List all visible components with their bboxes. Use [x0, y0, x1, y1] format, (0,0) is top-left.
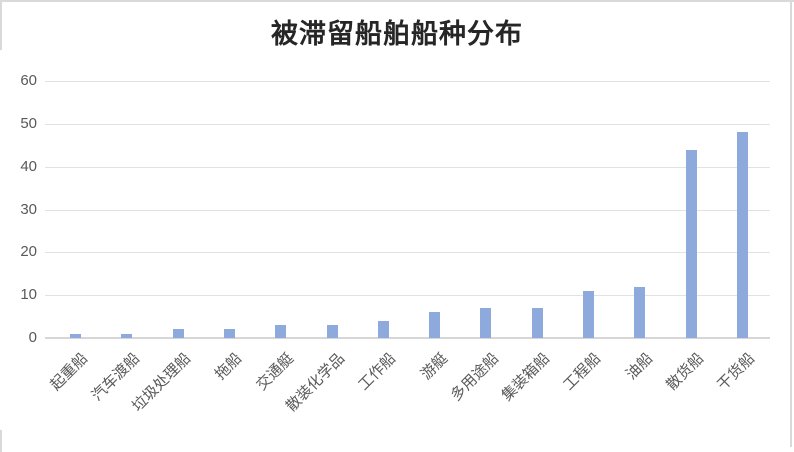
bar-汽车渡船: [121, 333, 133, 338]
chart-title: 被滞留船舶船种分布: [271, 19, 523, 50]
bar-干货船: [736, 132, 748, 338]
chart-frame-border-left-upper: [0, 0, 2, 50]
x-axis-category-label: 工程船: [559, 349, 605, 394]
gridline-y-10: [45, 295, 770, 297]
x-axis-category-label: 起重船: [46, 349, 92, 394]
x-axis-category-label: 拖船: [211, 349, 246, 384]
y-axis-tick-label: 40: [20, 157, 37, 175]
chart-frame-border-right: [790, 0, 792, 447]
gridline-y-60: [45, 81, 770, 82]
bar-工作船: [377, 320, 389, 338]
y-axis-tick-label: 30: [20, 200, 37, 218]
gridline-y-50: [45, 123, 770, 125]
bar-油船: [634, 286, 646, 338]
plot-area: [45, 81, 770, 339]
x-axis-category-label: 集装箱船: [498, 349, 554, 405]
bar-集装箱船: [531, 308, 543, 338]
x-axis-category-label: 干货船: [713, 349, 759, 394]
chart-frame-border-top: [0, 0, 794, 2]
bar-交通艇: [275, 325, 287, 338]
x-axis-category-label: 交通艇: [252, 349, 297, 394]
y-axis-tick-label: 0: [28, 329, 37, 346]
bar-游艇: [429, 312, 441, 338]
x-axis-category-label: 工作船: [354, 349, 400, 394]
y-axis-tick-label: 20: [20, 243, 37, 261]
y-axis-tick-label: 50: [20, 114, 37, 132]
bar-散货船: [685, 149, 697, 338]
y-axis-tick-label: 60: [20, 72, 37, 89]
x-axis-category-label: 多用途船: [446, 349, 502, 405]
bar-起重船: [70, 333, 81, 338]
gridline-y-20: [45, 252, 770, 254]
bar-垃圾处理船: [172, 329, 184, 338]
x-axis-category-label: 游艇: [416, 349, 451, 384]
x-axis-category-label: 散货船: [662, 349, 708, 394]
gridline-y-40: [45, 166, 770, 168]
x-axis-category-label: 油船: [621, 349, 656, 384]
x-axis-line: [45, 337, 770, 339]
y-axis-tick-label: 10: [20, 286, 37, 304]
gridline-y-30: [45, 209, 770, 211]
bar-拖船: [223, 329, 235, 338]
bar-多用途船: [480, 308, 492, 338]
bar-工程船: [583, 290, 594, 338]
chart-frame-border-left-lower: [0, 430, 2, 452]
bar-散装化学品: [326, 325, 338, 338]
